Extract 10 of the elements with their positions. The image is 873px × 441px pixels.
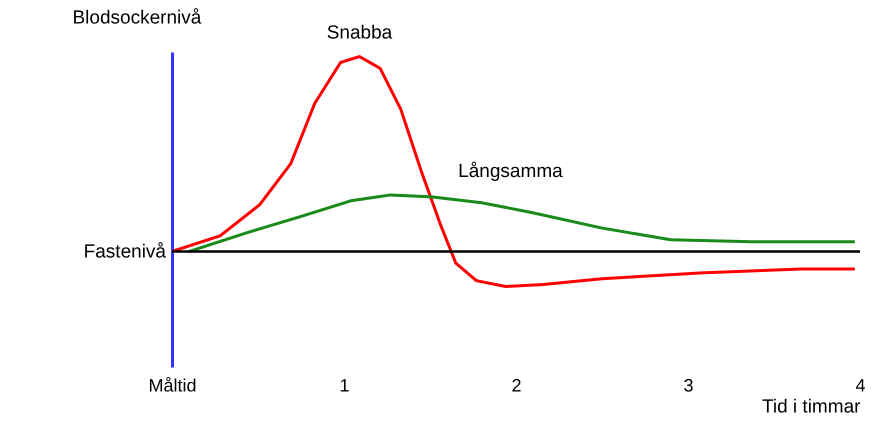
x-tick-label: Måltid (148, 376, 197, 396)
x-axis-title: Tid i timmar (762, 396, 862, 418)
x-tick-label: 2 (511, 376, 522, 396)
x-tick-label: 3 (683, 376, 694, 396)
series-label: Snabba (326, 22, 393, 44)
y-axis-title: Blodsockernivå (72, 8, 202, 28)
x-tick-label: 1 (339, 376, 350, 396)
ref-line-label: Fastenivå (84, 241, 166, 262)
series-label: Långsamma (458, 160, 564, 182)
x-tick-label: 4 (855, 376, 866, 396)
